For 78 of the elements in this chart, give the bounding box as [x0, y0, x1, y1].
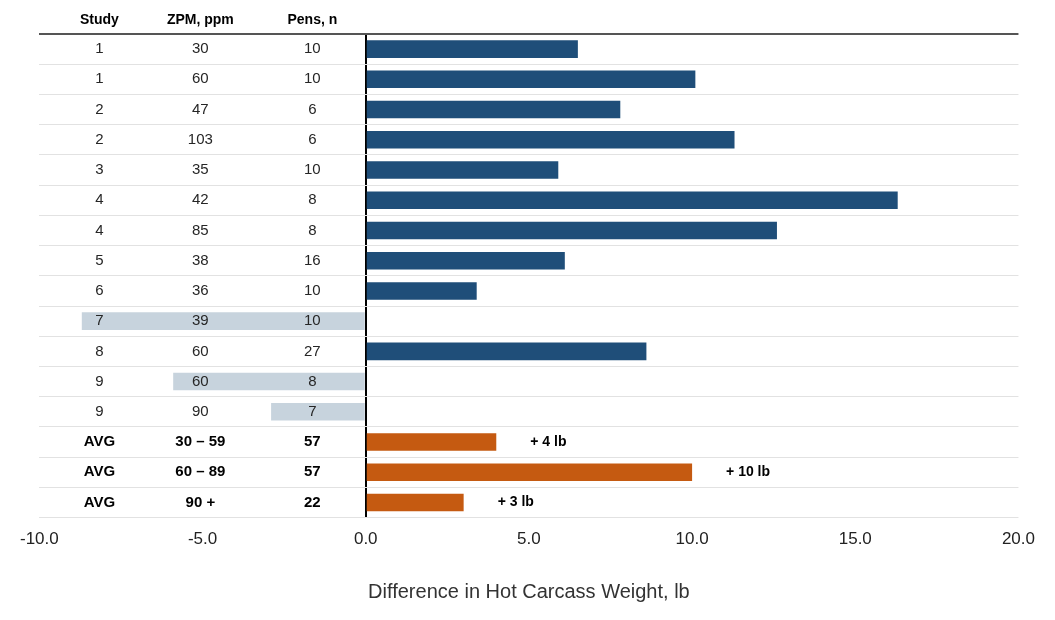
- y-tick-label: 9: [95, 371, 104, 389]
- annotation: 8: [308, 190, 317, 208]
- annotation: 60: [192, 371, 209, 389]
- bar: [366, 40, 578, 58]
- annotation: 6: [308, 129, 317, 147]
- x-tick-label: 10.0: [675, 529, 709, 549]
- text: ZPM, ppm: [166, 10, 234, 27]
- data-label: + 3 lb: [497, 493, 534, 510]
- y-tick-label: 6: [95, 281, 104, 299]
- annotation: 103: [187, 129, 213, 147]
- y-tick-label: 4: [95, 220, 104, 238]
- annotation: 60 – 89: [175, 462, 226, 480]
- y-tick-label: 5: [95, 250, 104, 268]
- bar: [271, 403, 365, 421]
- bar: [173, 372, 365, 391]
- annotation: 60: [192, 69, 209, 87]
- annotation: 8: [308, 371, 317, 389]
- y-tick-label: 1: [95, 69, 104, 87]
- bar: [366, 70, 696, 89]
- bar: [366, 433, 497, 451]
- annotation: 7: [308, 401, 317, 419]
- x-tick-label: -10.0: [20, 529, 59, 549]
- y-tick-label: 1: [95, 39, 104, 57]
- bar: [366, 161, 559, 179]
- annotation: 30 – 59: [175, 432, 226, 450]
- annotation: 16: [304, 250, 321, 268]
- bar: [366, 251, 565, 270]
- x-axis-title: Difference in Hot Carcass Weight, lb: [368, 579, 690, 602]
- annotation: 57: [304, 432, 321, 450]
- y-tick-label: AVG: [83, 462, 116, 480]
- y-tick-label: 2: [95, 99, 104, 117]
- bar: [366, 342, 647, 361]
- annotation: 27: [304, 341, 321, 359]
- bar: [366, 100, 621, 119]
- bar: [366, 191, 898, 209]
- x-tick-label: 5.0: [517, 529, 541, 549]
- data-label: + 4 lb: [530, 432, 567, 449]
- y-tick-label: 9: [95, 401, 104, 419]
- y-tick-label: 2: [95, 129, 104, 147]
- x-tick-label: 0.0: [353, 529, 378, 549]
- annotation: 10: [304, 160, 321, 178]
- annotation: 36: [192, 281, 209, 299]
- annotation: 35: [192, 160, 209, 178]
- x-tick-label: -5.0: [187, 529, 218, 549]
- annotation: 85: [192, 220, 209, 238]
- x-tick-label: 15.0: [838, 529, 872, 549]
- y-tick-label: 7: [95, 311, 104, 329]
- bar: [81, 312, 365, 330]
- annotation: 90 +: [185, 492, 216, 510]
- y-tick-label: 8: [95, 341, 104, 359]
- annotation: 10: [304, 311, 321, 329]
- bar: [366, 282, 477, 300]
- y-tick-label: AVG: [83, 492, 116, 510]
- y-tick-label: AVG: [83, 432, 116, 450]
- bar: [366, 131, 735, 149]
- annotation: 30: [192, 39, 209, 57]
- annotation: 22: [304, 492, 321, 510]
- y-tick-label: 4: [95, 190, 104, 208]
- annotation: 10: [304, 39, 321, 57]
- y-tick-label: 3: [95, 160, 104, 178]
- annotation: 57: [304, 462, 321, 480]
- annotation: 8: [308, 220, 317, 238]
- annotation: 60: [192, 341, 209, 359]
- annotation: 38: [192, 250, 209, 268]
- text: Pens, n: [287, 10, 338, 27]
- annotation: 6: [308, 99, 317, 117]
- annotation: 90: [192, 401, 209, 419]
- text: Study: [79, 10, 120, 27]
- x-tick-label: 20.0: [1001, 529, 1035, 549]
- annotation: 10: [304, 281, 321, 299]
- annotation: 47: [192, 99, 209, 117]
- annotation: 39: [192, 311, 209, 329]
- bar: [366, 493, 464, 512]
- annotation: 42: [192, 190, 209, 208]
- bar: [366, 463, 693, 482]
- annotation: 10: [304, 69, 321, 87]
- data-label: + 10 lb: [726, 463, 771, 480]
- bar: [366, 221, 777, 240]
